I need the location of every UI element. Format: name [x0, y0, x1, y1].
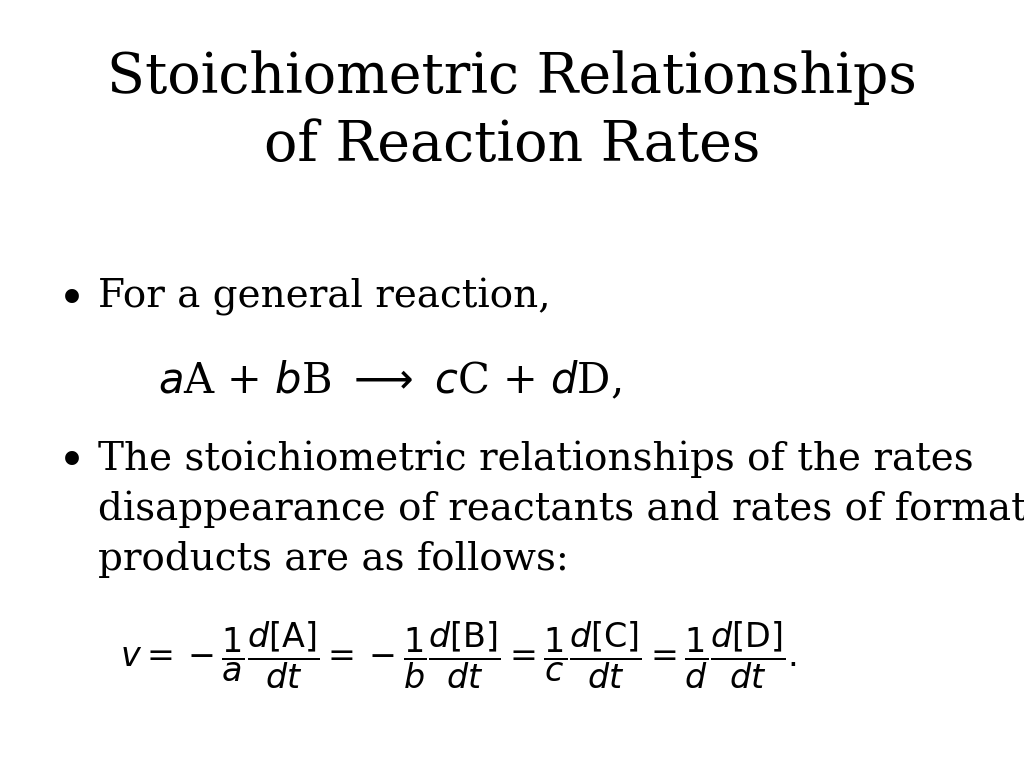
Text: The stoichiometric relationships of the rates
disappearance of reactants and rat: The stoichiometric relationships of the …: [98, 440, 1024, 578]
Text: •: •: [58, 440, 86, 485]
Text: For a general reaction,: For a general reaction,: [98, 278, 551, 316]
Text: •: •: [58, 278, 86, 323]
Text: $\mathit{v} = -\dfrac{1}{\mathit{a}}\dfrac{\mathit{d}[\mathrm{A}]}{\mathit{dt}} : $\mathit{v} = -\dfrac{1}{\mathit{a}}\dfr…: [120, 620, 797, 691]
Text: $\mathit{a}$A + $\mathit{b}$B $\longrightarrow$ $\mathit{c}$C + $\mathit{d}$D,: $\mathit{a}$A + $\mathit{b}$B $\longrigh…: [158, 360, 622, 402]
Text: Stoichiometric Relationships: Stoichiometric Relationships: [108, 50, 916, 104]
Text: of Reaction Rates: of Reaction Rates: [264, 118, 760, 173]
